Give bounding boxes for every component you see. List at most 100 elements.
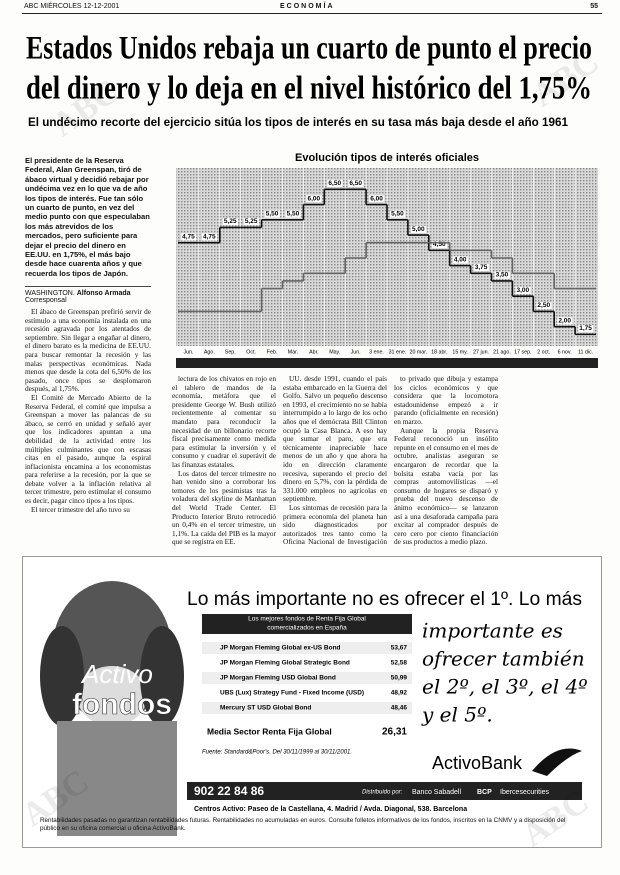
fund-name: UBS (Lux) Strategy Fund - Fixed Income (…: [220, 690, 364, 697]
subtitle: El undécimo recorte del ejercicio sitúa …: [28, 115, 568, 129]
column: to privado que dibuja y estampa los cicl…: [394, 375, 498, 548]
x-tick-label: Ago.: [204, 349, 215, 355]
fund-name: JP Morgan Fleming Global ex-US Bond: [220, 645, 341, 652]
headline-block: Estados Unidos rebaja un cuarto de punto…: [26, 31, 592, 130]
value-label: 5,25: [245, 218, 258, 225]
source: Fuente: Standard&Poor's. Del 30/11/1999 …: [202, 750, 352, 756]
chart-title: Evolución tipos de interés oficiales: [295, 152, 479, 164]
value-label: 5,25: [224, 218, 237, 225]
row-bg: [202, 657, 412, 669]
fund-value: 52,58: [391, 660, 408, 667]
label-bg: [473, 263, 489, 271]
paragraph: El ábaco de Greenspan prefirió servir de…: [25, 308, 151, 394]
value-label: 1,75: [579, 325, 592, 332]
value-label: 3,50: [496, 272, 509, 279]
x-tick-label: 11 dic.: [578, 349, 593, 355]
label-bg: [557, 317, 573, 325]
ad-script: importante es ofrecer también el 2º, el …: [421, 619, 588, 727]
address: Centros Activo: Paseo de la Castellana, …: [194, 806, 467, 813]
label-bg: [306, 195, 322, 203]
ad-script-line: el 2º, el 3º, el 4º: [422, 675, 588, 699]
x-tick-label: Feb.: [267, 349, 278, 355]
byline-role: Corresponsal: [25, 297, 67, 304]
value-label: 4,00: [454, 256, 467, 263]
table: JP Morgan Fleming Global ex-US Bond 53,67…: [202, 642, 412, 714]
paragraph: UU. desde 1991, cuando el país estaba em…: [283, 375, 387, 504]
ad-headline: Lo más importante no es ofrecer el 1º. L…: [187, 589, 582, 610]
partner: Ibercesecurities: [500, 789, 550, 796]
bank-logo: [532, 748, 582, 776]
page-number: 55: [590, 3, 598, 10]
x-tick-label: 27 jun.: [473, 349, 489, 355]
value-label: 4,50: [433, 241, 446, 248]
value-label: 3,75: [475, 264, 488, 271]
label-bg: [202, 233, 218, 241]
row-bg: [202, 672, 412, 684]
label-bg: [327, 179, 343, 187]
brand: fondos: [72, 688, 172, 721]
x-tick-label: 15 my.: [452, 349, 468, 355]
column: UU. desde 1991, cuando el país estaba em…: [283, 375, 387, 548]
partner: Banco Sabadell: [412, 789, 461, 796]
x-tick-label: 6 nov.: [558, 349, 572, 355]
x-tick-label: Oct.: [246, 349, 256, 355]
x-tick-label: 31 ene.: [389, 349, 407, 355]
value-label: 2,50: [537, 302, 550, 309]
table-header-bg: [202, 614, 412, 634]
paragraph: lectura de los chivatos en rojo en el ta…: [172, 375, 276, 469]
x-tick-label: May.: [329, 349, 340, 355]
value-label: 5,50: [266, 211, 279, 218]
fund-value: 50,99: [391, 675, 408, 682]
value-label: 6,00: [308, 195, 321, 202]
chart: Evolución tipos de interés oficiales Jun…: [176, 152, 598, 368]
x-tick-label: Jun.: [183, 349, 193, 355]
x-tick-label: Jun.: [351, 349, 361, 355]
paragraph: Aunque la propia Reserva Federal reconoc…: [394, 425, 498, 547]
axis-band: [176, 358, 598, 368]
row-bg: [202, 642, 412, 654]
label-bg: [452, 256, 468, 264]
label-bg: [411, 225, 427, 233]
contact-bar: [187, 782, 582, 800]
value-label: 6,50: [349, 180, 362, 187]
column: El ábaco de Greenspan prefirió servir de…: [25, 308, 151, 548]
headline: del dinero y lo deja en el nivel históri…: [26, 71, 592, 107]
paragraph: El tercer trimestre del año tuvo su: [31, 504, 130, 514]
byline-place: WASHINGTON.: [25, 290, 75, 297]
value-label: 2,00: [558, 317, 571, 324]
label-bg: [536, 302, 552, 310]
label-bg: [494, 271, 510, 279]
paragraph: to privado que dibuja y estampa los cicl…: [394, 375, 498, 426]
label-bg: [264, 210, 280, 218]
fund-name: Mercury ST USD Global Bond: [220, 705, 311, 712]
dog-ear: [140, 626, 184, 726]
summary-value: 26,31: [382, 727, 407, 738]
fund-value: 53,67: [391, 645, 408, 652]
label-bg: [181, 233, 197, 241]
label-bg: [515, 286, 531, 294]
label-bg: [369, 195, 385, 203]
dog-muzzle: [77, 666, 147, 726]
section: ECONOMÍA: [280, 3, 335, 10]
ad-script-line: y el 5º.: [421, 703, 493, 727]
ad-script-line: ofrecer también: [422, 647, 585, 671]
label-bg: [431, 241, 447, 249]
paragraph: El Comité de Mercado Abierto de la Reser…: [25, 392, 151, 506]
bank: ActivoBank: [432, 753, 523, 773]
partner: BCP: [477, 789, 492, 796]
phone: 902 22 84 86: [194, 784, 264, 798]
x-tick-label: Sep.: [225, 349, 236, 355]
value-label: 4,75: [182, 233, 195, 240]
column: lectura de los chivatos en rojo en el ta…: [172, 375, 276, 548]
row-bg: [202, 687, 412, 699]
value-label: 3,00: [517, 287, 530, 294]
fund-value: 48,46: [391, 705, 408, 712]
distributed: Distribuido por:: [362, 790, 403, 796]
ad-script-line: importante es: [422, 619, 563, 643]
advert-art: Activo fondos Lo más importante no es of…: [40, 581, 588, 836]
x-tick-label: 17 sep.: [514, 349, 531, 355]
brand: Activo: [80, 659, 153, 689]
x-tick-label: 20 mar.: [410, 349, 428, 355]
value-label: 6,50: [328, 180, 341, 187]
